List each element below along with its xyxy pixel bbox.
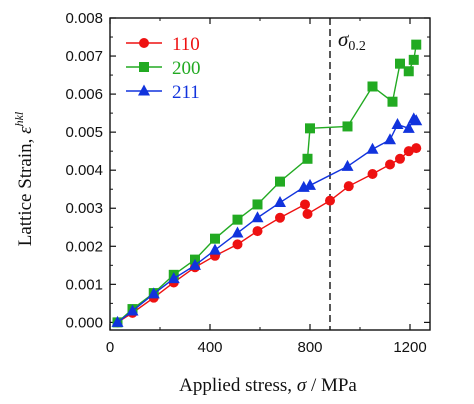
- data-point-211: [147, 287, 160, 299]
- legend-marker-211: [138, 84, 150, 96]
- data-point-110: [367, 169, 378, 179]
- data-point-200: [305, 123, 315, 134]
- yield-strength-marker: σ0.2: [329, 18, 366, 330]
- legend-label-211: 211: [172, 82, 200, 103]
- data-point-110: [343, 181, 354, 192]
- data-point-110: [302, 208, 313, 219]
- data-series: [111, 39, 423, 328]
- data-point-200: [210, 233, 220, 244]
- data-point-200: [302, 153, 313, 164]
- data-point-200: [411, 39, 422, 50]
- plot-frame: [109, 17, 431, 331]
- data-point-211: [111, 315, 124, 327]
- data-point-211: [410, 114, 423, 126]
- data-point-110: [411, 143, 422, 154]
- data-point-211: [402, 121, 415, 133]
- data-point-211: [366, 142, 379, 154]
- series-200: [112, 39, 422, 328]
- y-tick-label: 0.008: [65, 10, 103, 27]
- data-point-110: [385, 159, 395, 170]
- axis-ticks: 0.000 0.001 0.002 0.003 0.004 0.005 0.006 0.007…: [65, 10, 430, 356]
- x-tick-label: 0: [106, 339, 114, 356]
- legend-label-200: 200: [172, 58, 201, 79]
- data-point-211: [126, 304, 139, 316]
- y-tick-label: 0.004: [65, 162, 103, 179]
- data-point-200: [275, 176, 285, 187]
- data-point-211: [251, 211, 264, 223]
- series-211: [111, 112, 423, 327]
- plot-area-border: [109, 17, 431, 331]
- y-tick-label: 0.007: [65, 48, 103, 65]
- data-point-211: [341, 159, 354, 171]
- yield-strength-label: σ0.2: [338, 27, 366, 54]
- data-point-200: [395, 58, 405, 69]
- data-point-200: [367, 81, 378, 92]
- legend: 110 200 211: [126, 34, 201, 103]
- y-tick-label: 0.002: [65, 238, 103, 255]
- y-tick-label: 0.003: [65, 200, 103, 217]
- y-axis-title: Lattice Strain, εhkl: [12, 111, 36, 246]
- legend-label-110: 110: [172, 34, 200, 55]
- data-point-200: [387, 96, 398, 107]
- x-tick-label: 1200: [393, 339, 426, 356]
- data-point-200: [342, 121, 353, 132]
- legend-marker-110: [139, 38, 149, 48]
- data-point-200: [408, 54, 419, 65]
- data-point-211: [304, 178, 316, 190]
- x-axis-title: Applied stress, σ / MPa: [179, 375, 357, 396]
- y-tick-label: 0.006: [65, 86, 103, 103]
- data-point-211: [231, 226, 244, 238]
- data-point-200: [252, 199, 263, 210]
- legend-marker-200: [139, 62, 149, 72]
- data-point-110: [275, 212, 285, 223]
- data-point-211: [391, 118, 404, 130]
- series-110: [112, 143, 422, 328]
- x-tick-label: 800: [297, 339, 322, 356]
- data-point-110: [395, 153, 405, 164]
- y-tick-label: 0.005: [65, 124, 103, 141]
- data-point-211: [189, 258, 201, 270]
- data-point-110: [232, 239, 243, 250]
- data-point-211: [384, 133, 396, 145]
- data-point-200: [403, 66, 414, 77]
- data-point-110: [300, 199, 310, 210]
- data-point-211: [274, 196, 286, 208]
- y-tick-label: 0.000: [65, 314, 103, 331]
- data-point-110: [325, 195, 335, 206]
- y-tick-label: 0.001: [65, 276, 103, 293]
- data-point-211: [209, 243, 221, 255]
- data-point-200: [232, 214, 243, 225]
- data-point-110: [403, 146, 414, 157]
- x-tick-label: 400: [197, 339, 222, 356]
- data-point-110: [252, 226, 263, 237]
- data-point-211: [167, 272, 180, 284]
